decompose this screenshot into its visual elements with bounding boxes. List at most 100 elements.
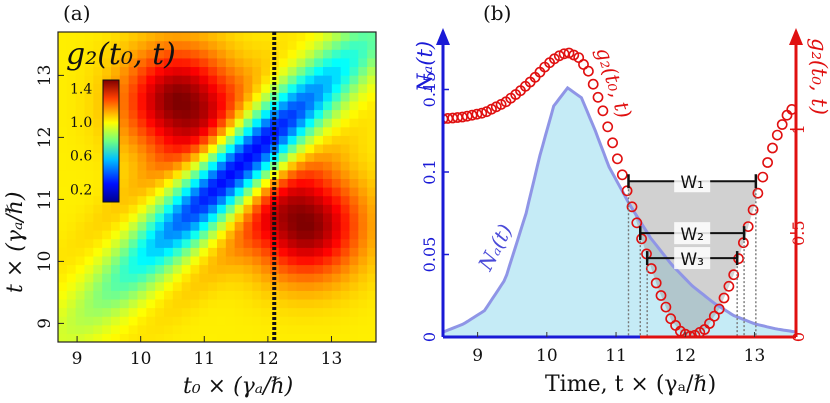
heatmap-cell bbox=[243, 109, 253, 119]
heatmap-cell bbox=[358, 307, 368, 317]
heatmap-cell bbox=[164, 49, 174, 59]
heatmap-cell bbox=[331, 135, 342, 145]
heatmap-cell bbox=[172, 238, 183, 248]
heatmap-cell bbox=[146, 126, 156, 136]
heatmap-cell bbox=[199, 238, 209, 248]
heatmap-cell bbox=[217, 333, 227, 342]
heatmap-cell bbox=[349, 307, 359, 317]
heatmap-cell bbox=[323, 75, 333, 85]
heatmap-cell bbox=[137, 204, 147, 214]
heatmap-cell bbox=[243, 273, 253, 283]
heatmap-cell bbox=[208, 230, 218, 240]
heatmap-cell bbox=[66, 49, 77, 59]
g2-marker bbox=[636, 233, 647, 245]
heatmap-cell bbox=[172, 204, 183, 214]
y-tick-label: 12 bbox=[35, 127, 55, 149]
heatmap-cell bbox=[234, 75, 245, 85]
g2-marker bbox=[762, 157, 773, 168]
heatmap-cell bbox=[217, 187, 227, 197]
heatmap-cell bbox=[243, 221, 253, 231]
heatmap-cell bbox=[102, 298, 112, 309]
left-tick-label: 0.15 bbox=[420, 72, 439, 108]
heatmap-cell bbox=[181, 281, 192, 291]
heatmap-cell bbox=[75, 230, 86, 240]
heatmap-cell bbox=[58, 109, 68, 119]
heatmap-cell bbox=[261, 316, 271, 326]
heatmap-cell bbox=[234, 32, 245, 42]
heatmap-cell bbox=[190, 118, 200, 128]
heatmap-cell bbox=[340, 83, 351, 93]
heatmap-cell bbox=[164, 204, 174, 214]
heatmap-cell bbox=[305, 152, 315, 162]
heatmap-cell bbox=[208, 187, 218, 197]
heatmap-cell bbox=[349, 333, 359, 342]
na-curve bbox=[443, 85, 795, 334]
heatmap-cell bbox=[199, 195, 209, 205]
heatmap-cell bbox=[172, 32, 183, 42]
heatmap-cell bbox=[296, 187, 306, 197]
g2-marker bbox=[708, 310, 720, 322]
heatmap-cell bbox=[66, 247, 77, 257]
heatmap-cell bbox=[225, 66, 236, 76]
heatmap-cell bbox=[367, 118, 376, 128]
heatmap-cell bbox=[102, 221, 112, 231]
heatmap-cell bbox=[252, 290, 262, 300]
g2-marker bbox=[621, 185, 633, 197]
heatmap-cell bbox=[66, 118, 77, 128]
heatmap-cell bbox=[349, 83, 359, 93]
heatmap-cell bbox=[296, 92, 306, 102]
heatmap-cell bbox=[84, 187, 94, 197]
heatmap-cell bbox=[331, 118, 342, 128]
heatmap-cell bbox=[287, 83, 298, 93]
heatmap-cell bbox=[155, 187, 165, 197]
heatmap-cell bbox=[234, 290, 245, 300]
heatmap-cell bbox=[66, 204, 77, 214]
heatmap-cell bbox=[164, 195, 174, 205]
heatmap-cell bbox=[225, 83, 236, 93]
heatmap-cell bbox=[296, 247, 306, 257]
heatmap-cell bbox=[331, 264, 342, 274]
g2-marker bbox=[776, 119, 788, 130]
heatmap-cell bbox=[305, 126, 315, 136]
heatmap-cell bbox=[278, 238, 289, 248]
heatmap-cell bbox=[340, 169, 351, 179]
heatmap-cell bbox=[349, 126, 359, 136]
heatmap-cell bbox=[172, 49, 183, 59]
heatmap-cell bbox=[111, 212, 121, 223]
heatmap-cell bbox=[323, 143, 333, 154]
heatmap-cell bbox=[243, 212, 253, 223]
g2-marker bbox=[592, 91, 604, 103]
heatmap-cell bbox=[128, 264, 139, 274]
heatmap-cell bbox=[119, 178, 130, 188]
heatmap-cell bbox=[225, 324, 236, 334]
heatmap-cell bbox=[208, 178, 218, 188]
heatmap-cell bbox=[323, 169, 333, 179]
heatmap-cell bbox=[243, 195, 253, 205]
heatmap-cell bbox=[358, 135, 368, 145]
heatmap-cell bbox=[340, 195, 351, 205]
heatmap-cell bbox=[58, 230, 68, 240]
heatmap-cell bbox=[340, 49, 351, 59]
heatmap-cell bbox=[225, 273, 236, 283]
heatmap-cell bbox=[252, 83, 262, 93]
heatmap-cell bbox=[199, 281, 209, 291]
heatmap-cell bbox=[172, 152, 183, 162]
panel-b-left-ticks: 0 0.05 0.1 0.15 bbox=[420, 72, 449, 342]
heatmap-cell bbox=[323, 195, 333, 205]
heatmap-cell bbox=[340, 143, 351, 154]
heatmap-cell bbox=[287, 273, 298, 283]
heatmap-cell bbox=[128, 204, 139, 214]
heatmap-cell bbox=[190, 204, 200, 214]
heatmap-cell bbox=[278, 100, 289, 111]
heatmap-cell bbox=[66, 143, 77, 154]
heatmap-cell bbox=[84, 152, 94, 162]
heatmap-cell bbox=[137, 238, 147, 248]
heatmap-cell bbox=[234, 307, 245, 317]
heatmap-cell bbox=[58, 281, 68, 291]
heatmap-cell bbox=[225, 92, 236, 102]
heatmap-cell bbox=[314, 187, 324, 197]
heatmap-cell bbox=[190, 247, 200, 257]
heatmap-cell bbox=[358, 255, 368, 266]
heatmap-cell bbox=[58, 126, 68, 136]
g2-marker bbox=[771, 129, 783, 141]
